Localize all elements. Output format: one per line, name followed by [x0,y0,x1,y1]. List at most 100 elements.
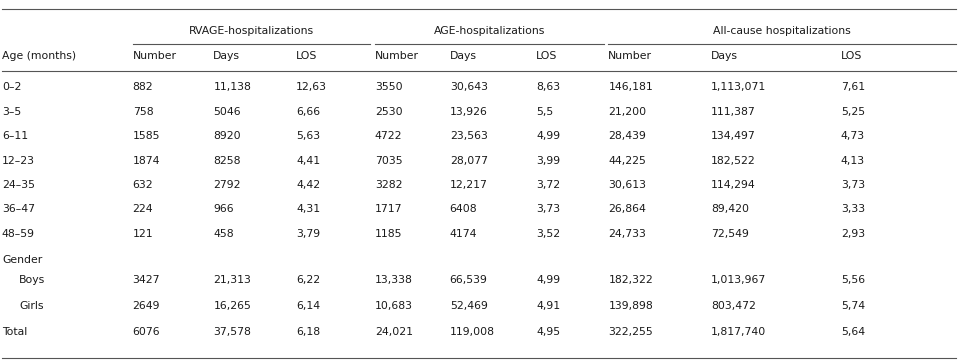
Text: Number: Number [133,51,177,62]
Text: 5,5: 5,5 [536,107,554,117]
Text: 5,64: 5,64 [841,327,865,337]
Text: 8920: 8920 [213,131,241,141]
Text: 4,31: 4,31 [296,204,320,214]
Text: 8,63: 8,63 [536,82,560,92]
Text: 3427: 3427 [133,275,160,285]
Text: 2649: 2649 [133,301,160,311]
Text: 4,91: 4,91 [536,301,560,311]
Text: 1,817,740: 1,817,740 [711,327,766,337]
Text: 632: 632 [133,180,153,190]
Text: 24,733: 24,733 [608,229,646,239]
Text: 6408: 6408 [450,204,478,214]
Text: 3,73: 3,73 [536,204,560,214]
Text: 458: 458 [213,229,234,239]
Text: 52,469: 52,469 [450,301,487,311]
Text: Days: Days [213,51,240,62]
Text: LOS: LOS [296,51,317,62]
Text: 44,225: 44,225 [608,155,646,166]
Text: 13,338: 13,338 [375,275,412,285]
Text: 758: 758 [133,107,153,117]
Text: 1717: 1717 [375,204,403,214]
Text: 36–47: 36–47 [2,204,35,214]
Text: AGE-hospitalizations: AGE-hospitalizations [433,26,545,36]
Text: Total: Total [2,327,27,337]
Text: 4,42: 4,42 [296,180,320,190]
Text: 23,563: 23,563 [450,131,487,141]
Text: 322,255: 322,255 [608,327,653,337]
Text: 4,99: 4,99 [536,275,560,285]
Text: 1,013,967: 1,013,967 [711,275,766,285]
Text: 6,66: 6,66 [296,107,320,117]
Text: 182,322: 182,322 [608,275,653,285]
Text: 21,313: 21,313 [213,275,251,285]
Text: LOS: LOS [536,51,557,62]
Text: 12–23: 12–23 [2,155,35,166]
Text: 72,549: 72,549 [711,229,749,239]
Text: 2,93: 2,93 [841,229,865,239]
Text: 2530: 2530 [375,107,403,117]
Text: 6076: 6076 [133,327,160,337]
Text: 0–2: 0–2 [2,82,21,92]
Text: 26,864: 26,864 [608,204,646,214]
Text: 4,73: 4,73 [841,131,865,141]
Text: 4,13: 4,13 [841,155,865,166]
Text: 13,926: 13,926 [450,107,487,117]
Text: 1185: 1185 [375,229,403,239]
Text: 30,613: 30,613 [608,180,647,190]
Text: 8258: 8258 [213,155,241,166]
Text: 1874: 1874 [133,155,160,166]
Text: 3–5: 3–5 [2,107,21,117]
Text: 7,61: 7,61 [841,82,865,92]
Text: 16,265: 16,265 [213,301,251,311]
Text: 121: 121 [133,229,153,239]
Text: 1,113,071: 1,113,071 [711,82,766,92]
Text: 3,33: 3,33 [841,204,865,214]
Text: 30,643: 30,643 [450,82,488,92]
Text: 1585: 1585 [133,131,160,141]
Text: 114,294: 114,294 [711,180,756,190]
Text: 4174: 4174 [450,229,478,239]
Text: 12,63: 12,63 [296,82,327,92]
Text: 6,18: 6,18 [296,327,320,337]
Text: 28,439: 28,439 [608,131,646,141]
Text: 224: 224 [133,204,153,214]
Text: 146,181: 146,181 [608,82,653,92]
Text: 3,79: 3,79 [296,229,320,239]
Text: 119,008: 119,008 [450,327,495,337]
Text: 4722: 4722 [375,131,403,141]
Text: 37,578: 37,578 [213,327,251,337]
Text: 5,74: 5,74 [841,301,865,311]
Text: 6–11: 6–11 [2,131,28,141]
Text: 4,95: 4,95 [536,327,560,337]
Text: 21,200: 21,200 [608,107,647,117]
Text: 24,021: 24,021 [375,327,413,337]
Text: 7035: 7035 [375,155,403,166]
Text: 12,217: 12,217 [450,180,487,190]
Text: 28,077: 28,077 [450,155,488,166]
Text: 5,56: 5,56 [841,275,865,285]
Text: 882: 882 [133,82,153,92]
Text: 48–59: 48–59 [2,229,35,239]
Text: Days: Days [450,51,477,62]
Text: 139,898: 139,898 [608,301,653,311]
Text: 5,25: 5,25 [841,107,865,117]
Text: 3550: 3550 [375,82,403,92]
Text: 6,22: 6,22 [296,275,320,285]
Text: 182,522: 182,522 [711,155,756,166]
Text: Girls: Girls [19,301,43,311]
Text: 4,41: 4,41 [296,155,320,166]
Text: LOS: LOS [841,51,862,62]
Text: Age (months): Age (months) [2,51,76,62]
Text: 5,63: 5,63 [296,131,320,141]
Text: 803,472: 803,472 [711,301,756,311]
Text: Boys: Boys [19,275,45,285]
Text: 10,683: 10,683 [375,301,413,311]
Text: 11,138: 11,138 [213,82,251,92]
Text: 4,99: 4,99 [536,131,560,141]
Text: RVAGE-hospitalizations: RVAGE-hospitalizations [188,26,314,36]
Text: Number: Number [608,51,653,62]
Text: 3,72: 3,72 [536,180,560,190]
Text: 5046: 5046 [213,107,241,117]
Text: Days: Days [711,51,738,62]
Text: 3282: 3282 [375,180,403,190]
